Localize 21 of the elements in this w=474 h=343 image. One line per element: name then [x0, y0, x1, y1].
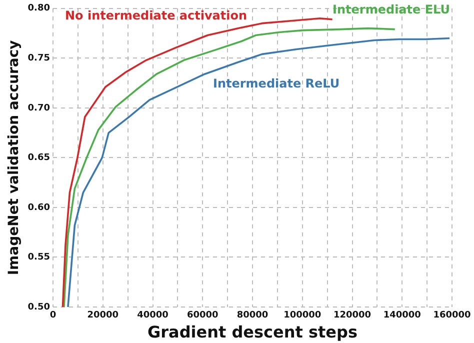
y-tick-label: 0.70: [28, 103, 50, 114]
x-tick-label: 0: [50, 310, 56, 321]
x-axis-title: Gradient descent steps: [148, 322, 358, 342]
series-label: Intermediate ELU: [332, 2, 450, 17]
y-tick-label: 0.80: [28, 4, 50, 14]
x-tick-label: 60000: [186, 310, 218, 321]
x-tick-label: 80000: [236, 310, 268, 321]
y-tick-label: 0.60: [28, 202, 50, 213]
y-tick-label: 0.50: [28, 302, 50, 312]
x-tick-label: 100000: [284, 310, 322, 321]
x-tick-label: 160000: [433, 310, 471, 321]
x-tick-label: 140000: [383, 310, 421, 321]
x-tick-label: 120000: [333, 310, 372, 321]
series-label: Intermediate ReLU: [213, 76, 340, 91]
x-tick-label: 20000: [87, 310, 119, 321]
x-tick-label: 40000: [137, 310, 168, 321]
y-tick-label: 0.75: [28, 54, 50, 64]
series-label: No intermediate activation: [65, 8, 248, 23]
y-axis-title: ImageNet validation accuracy: [6, 40, 22, 276]
y-tick-label: 0.55: [28, 252, 50, 263]
y-tick-label: 0.65: [28, 153, 50, 164]
